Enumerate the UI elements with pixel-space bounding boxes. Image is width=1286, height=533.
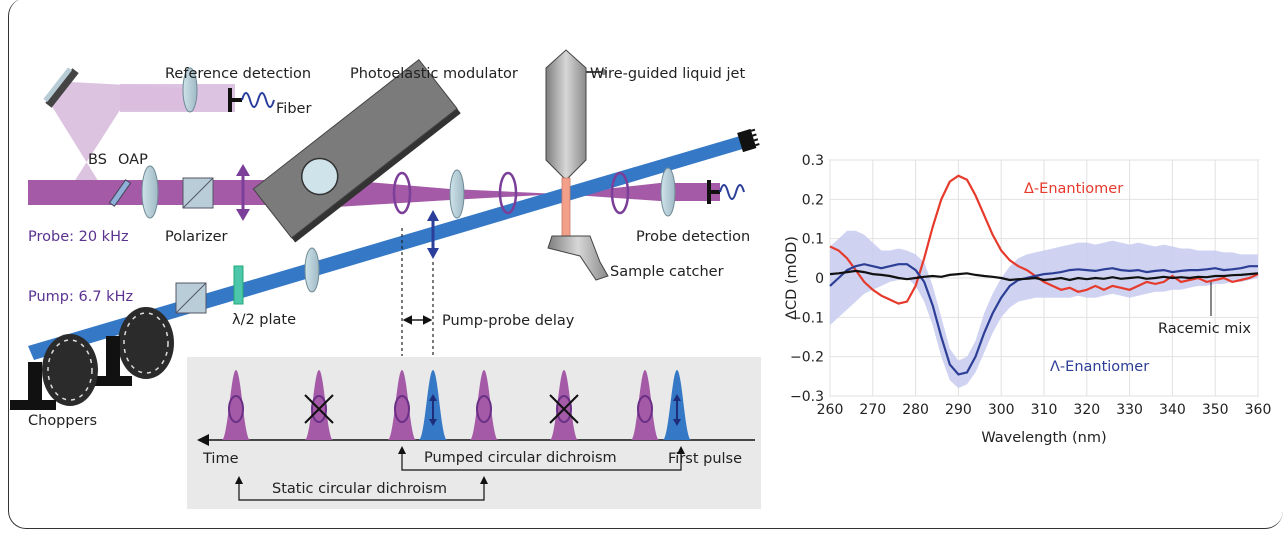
lambda-error-band <box>830 230 1258 389</box>
probe-detector-icon <box>707 180 745 204</box>
x-tick-label: 260 <box>817 402 844 418</box>
pumped-cd-bracket <box>401 450 682 471</box>
pump-probe-delay-label: Pump-probe delay <box>442 313 575 329</box>
pump-polarizer-icon <box>175 282 207 314</box>
probe-beam-right <box>560 183 720 201</box>
sample-catcher-label: Sample catcher <box>610 264 724 280</box>
circular-polarization-icon <box>392 171 630 215</box>
lens-icon <box>660 167 676 217</box>
photoelastic-modulator-icon <box>252 58 461 243</box>
y-tick-label: −0.3 <box>790 389 824 405</box>
y-axis-label: ΔCD (mOD) <box>784 236 800 320</box>
lambda-enantiomer-line <box>829 263 1258 376</box>
cross-icon <box>549 394 579 424</box>
photoelastic-modulator-label: Photoelastic modulator <box>350 66 518 82</box>
x-tick-label: 290 <box>945 402 972 418</box>
beam-dump-icon <box>737 128 760 153</box>
probe-pulse <box>305 370 333 440</box>
pumped-cd-label: Pumped circular dichroism <box>424 450 617 466</box>
circular-polarization-icon <box>476 395 492 423</box>
oap-lens-icon <box>141 165 159 219</box>
x-tick-label: 270 <box>859 402 886 418</box>
probe-pulse <box>222 370 250 440</box>
x-tick-label: 300 <box>988 402 1015 418</box>
chopper-icon <box>88 307 174 386</box>
fiber-label: Fiber <box>276 101 311 117</box>
x-tick-label: 330 <box>1116 402 1143 418</box>
bs-label: BS <box>88 152 107 168</box>
first-pulse-label: First pulse <box>668 451 742 467</box>
timeline-panel: Time First pulse Pumped circular dichroi… <box>187 357 761 509</box>
probe-pulse <box>470 370 498 440</box>
cd-chart: 260 270 280 290 300 310 320 330 340 350 360 −0.3 −0.… <box>784 153 1271 446</box>
time-label: Time <box>202 451 239 467</box>
probe-pulse <box>631 370 659 440</box>
x-axis-label: Wavelength (nm) <box>981 430 1106 446</box>
y-tick-label: 0.3 <box>802 153 824 169</box>
lens-icon <box>304 247 320 293</box>
optical-setup: Reference detection Photoelastic modulat… <box>10 49 760 429</box>
x-tick-label: 310 <box>1031 402 1058 418</box>
pump-polarization-arrow-icon <box>427 210 439 259</box>
polarizer-label: Polarizer <box>165 229 228 245</box>
x-tick-label: 350 <box>1202 402 1229 418</box>
racemic-label: Racemic mix <box>1158 321 1251 337</box>
y-tick-label: −0.1 <box>790 310 824 326</box>
beam-splitter-icon <box>108 179 132 207</box>
x-tick-label: 340 <box>1159 402 1186 418</box>
cross-icon <box>304 394 334 424</box>
probe-pulse <box>550 370 578 440</box>
lens-icon <box>449 169 465 219</box>
static-cd-label: Static circular dichroism <box>272 481 447 497</box>
circular-polarization-icon <box>394 395 410 423</box>
reference-detector-icon <box>228 88 275 112</box>
liquid-jet-label: Wire-guided liquid jet <box>590 66 745 82</box>
delta-label: Δ-Enantiomer <box>1024 181 1123 197</box>
x-tick-label: 320 <box>1073 402 1100 418</box>
lens-icon <box>182 67 198 113</box>
circular-polarization-icon <box>637 395 653 423</box>
circular-polarization-icon <box>311 395 327 423</box>
static-cd-bracket <box>238 480 485 501</box>
liquid-jet-icon <box>545 49 607 243</box>
pump-rate-label: Pump: 6.7 kHz <box>28 289 133 305</box>
x-tick-label: 280 <box>902 402 929 418</box>
oap-label: OAP <box>118 152 148 168</box>
mirror-icon <box>45 68 79 108</box>
mirror-surface-icon <box>43 67 72 102</box>
probe-rate-label: Probe: 20 kHz <box>28 229 129 245</box>
probe-pulse <box>388 370 416 440</box>
lambda-label: Λ-Enantiomer <box>1050 359 1149 375</box>
reference-beam-path <box>120 84 235 112</box>
half-wave-plate-icon <box>233 265 244 305</box>
polarization-arrow-icon <box>236 164 250 221</box>
reference-detection-label: Reference detection <box>165 66 311 82</box>
y-tick-label: −0.2 <box>790 350 824 366</box>
half-wave-plate-label: λ/2 plate <box>232 312 296 328</box>
probe-detection-label: Probe detection <box>636 229 750 245</box>
racemic-mix-line <box>829 269 1259 282</box>
reference-beam <box>48 82 185 200</box>
circular-polarization-icon <box>228 395 244 423</box>
figure-frame <box>8 0 1283 529</box>
polarizer-icon <box>182 177 214 209</box>
choppers-label: Choppers <box>28 413 97 429</box>
delta-enantiomer-line <box>829 174 1259 305</box>
x-tick-label: 360 <box>1245 402 1272 418</box>
y-tick-label: 0 <box>815 271 824 287</box>
chopper-icon <box>10 334 98 410</box>
y-tick-label: 0.2 <box>802 192 824 208</box>
circular-polarization-icon <box>556 395 572 423</box>
y-tick-label: 0.1 <box>802 232 824 248</box>
probe-beam <box>28 180 320 205</box>
sample-catcher-icon <box>547 235 609 281</box>
